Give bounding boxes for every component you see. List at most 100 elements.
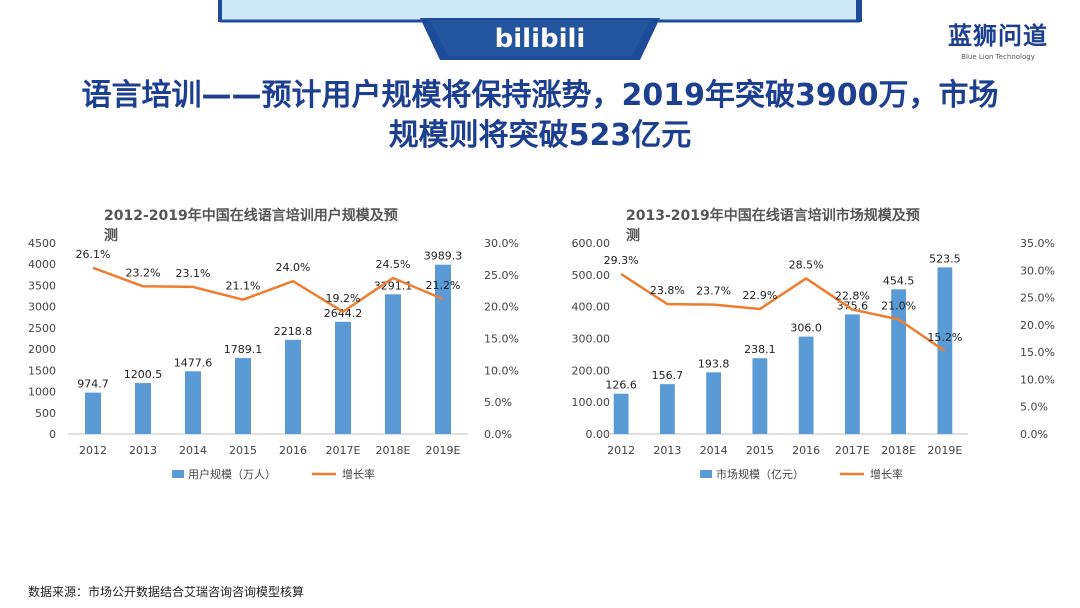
bar-value-label: 1200.5 — [124, 368, 163, 381]
growth-rate-label: 21.0% — [881, 299, 916, 312]
growth-rate-line — [92, 266, 444, 314]
x-tick-label: 2014 — [700, 444, 728, 457]
top-banner: bilibili — [218, 0, 862, 60]
x-tick-label: 2015 — [746, 444, 774, 457]
y-left-tick-label: 300.00 — [572, 333, 611, 346]
page-title-line-1: 语言培训——预计用户规模将保持涨势，2019年突破3900万，市场 — [81, 78, 999, 113]
growth-rate-label: 29.3% — [604, 254, 639, 267]
bar — [335, 321, 351, 434]
bar — [385, 294, 401, 434]
x-tick-label: 2017E — [835, 444, 870, 457]
growth-rate-label: 22.8% — [835, 290, 870, 303]
legend-line-label: 增长率 — [342, 467, 375, 481]
x-tick-label: 2012 — [607, 444, 635, 457]
bar-value-label: 126.6 — [605, 379, 637, 392]
y-right-tick-label: 5.0% — [484, 396, 512, 409]
bar — [613, 393, 629, 434]
y-right-tick-label: 15.0% — [484, 333, 519, 346]
bar-value-label: 156.7 — [652, 369, 684, 382]
y-right-tick-label: 10.0% — [484, 364, 519, 377]
banner-band — [220, 0, 860, 20]
bar-value-label: 523.5 — [929, 252, 961, 265]
chart-title-wrap: 测 — [104, 227, 118, 244]
bar — [659, 384, 675, 434]
growth-rate-label: 28.5% — [789, 258, 824, 271]
y-left-tick-label: 2500 — [28, 322, 56, 335]
bar-value-label: 306.0 — [790, 322, 822, 335]
bar — [185, 371, 201, 434]
bilibili-logo: bilibili — [495, 24, 586, 54]
growth-rate-label: 23.1% — [176, 267, 211, 280]
bar-value-label: 375.6 — [837, 299, 869, 312]
y-right-tick-label: 15.0% — [1020, 346, 1055, 359]
growth-rate-label: 24.0% — [276, 261, 311, 274]
y-left-tick-label: 400.00 — [572, 301, 611, 314]
y-right-tick-label: 25.0% — [1020, 292, 1055, 305]
x-tick-label: 2018E — [376, 444, 411, 457]
y-left-tick-label: 3000 — [28, 301, 56, 314]
chart-title: 2012-2019年中国在线语言培训用户规模及预 — [104, 207, 398, 224]
bar-value-label: 193.8 — [698, 357, 730, 370]
y-left-tick-label: 4500 — [28, 237, 56, 250]
page-title-line-2: 规模则将突破523亿元 — [388, 118, 692, 153]
bar-value-label: 454.5 — [883, 274, 915, 287]
bar — [85, 392, 101, 434]
growth-rate-label: 23.2% — [126, 266, 161, 279]
bar — [235, 358, 251, 434]
x-tick-label: 2016 — [792, 444, 820, 457]
y-left-tick-label: 0 — [49, 428, 56, 441]
brand-name: 蓝狮问道 — [948, 22, 1048, 50]
y-right-tick-label: 20.0% — [1020, 319, 1055, 332]
growth-rate-line — [620, 273, 946, 353]
data-source-note: 数据来源：市场公开数据结合艾瑞咨询咨询模型核算 — [28, 585, 305, 599]
growth-rate-label: 15.2% — [927, 331, 962, 344]
bar — [891, 289, 907, 434]
brand-logo: 蓝狮问道 Blue Lion Technology — [948, 16, 1048, 61]
page-title: 语言培训——预计用户规模将保持涨势，2019年突破3900万，市场 规模则将突破… — [40, 76, 1040, 156]
bar — [135, 383, 151, 434]
y-left-tick-label: 1000 — [28, 386, 56, 399]
banner-right-edge — [856, 0, 862, 22]
legend-bar-swatch — [172, 470, 184, 478]
y-left-tick-label: 3500 — [28, 279, 56, 292]
bar — [844, 314, 860, 434]
bar — [798, 336, 814, 434]
growth-rate-label: 26.1% — [76, 248, 111, 261]
market-scale-chart: 2013-2019年中国在线语言培训市场规模及预测 0.00 100.00 200.0… — [548, 200, 1068, 490]
bar-value-label: 1477.6 — [174, 356, 213, 369]
y-left-tick-label: 500.00 — [572, 269, 611, 282]
y-right-tick-label: 30.0% — [484, 237, 519, 250]
y-left-tick-label: 0.00 — [586, 428, 611, 441]
growth-rate-label: 21.1% — [226, 280, 261, 293]
y-right-tick-label: 20.0% — [484, 301, 519, 314]
y-right-tick-label: 5.0% — [1020, 401, 1048, 414]
y-left-tick-label: 2000 — [28, 343, 56, 356]
bar-value-label: 2644.2 — [324, 307, 363, 320]
chart-title: 2013-2019年中国在线语言培训市场规模及预 — [626, 207, 920, 224]
y-right-tick-label: 0.0% — [484, 428, 512, 441]
bar-value-label: 3989.3 — [424, 250, 463, 263]
bar — [435, 264, 451, 434]
x-tick-label: 2018E — [881, 444, 916, 457]
y-left-tick-label: 100.00 — [572, 396, 611, 409]
y-right-tick-label: 0.0% — [1020, 428, 1048, 441]
x-tick-label: 2013 — [129, 444, 157, 457]
growth-rate-label: 23.7% — [696, 285, 731, 298]
growth-rate-label: 19.2% — [326, 292, 361, 305]
chart-title-wrap: 测 — [626, 227, 640, 244]
y-right-tick-label: 30.0% — [1020, 264, 1055, 277]
bar-value-label: 2218.8 — [274, 325, 313, 338]
x-tick-label: 2016 — [279, 444, 307, 457]
x-tick-label: 2014 — [179, 444, 207, 457]
banner-left-edge — [218, 0, 222, 22]
x-tick-label: 2019E — [426, 444, 461, 457]
x-tick-label: 2013 — [653, 444, 681, 457]
y-right-tick-label: 10.0% — [1020, 373, 1055, 386]
y-left-tick-label: 4000 — [28, 258, 56, 271]
legend-line-label: 增长率 — [870, 467, 903, 481]
bar-value-label: 1789.1 — [224, 343, 263, 356]
bar — [706, 372, 722, 434]
bar — [285, 339, 301, 434]
y-right-tick-label: 25.0% — [484, 269, 519, 282]
